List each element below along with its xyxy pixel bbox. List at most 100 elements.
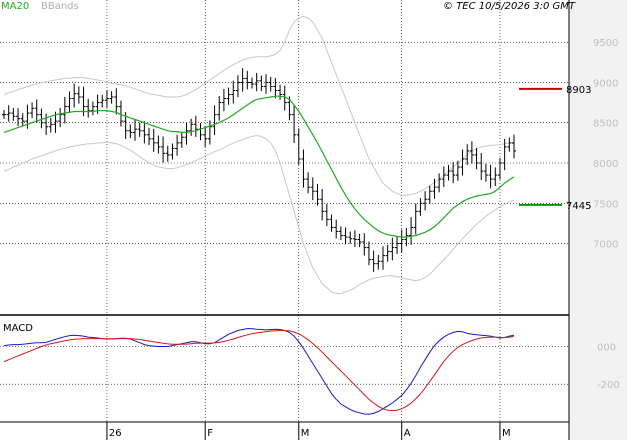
- ohlc-bar: [128, 124, 133, 139]
- ohlc-bar: [76, 86, 81, 104]
- ohlc-bar: [488, 164, 493, 189]
- ohlc-bar: [34, 99, 39, 123]
- ohlc-bar: [20, 113, 25, 127]
- ohlc-bar: [512, 134, 516, 159]
- time-tick-label: A: [404, 428, 411, 439]
- ohlc-bar: [455, 160, 460, 181]
- ohlc-bar: [161, 136, 166, 163]
- ohlc-bar: [11, 107, 16, 121]
- ohlc-bar: [493, 167, 498, 186]
- time-tick-label: 26: [109, 428, 122, 439]
- ohlc-bar: [278, 84, 283, 100]
- ohlc-bar: [2, 109, 6, 120]
- ohlc-bar: [245, 70, 250, 90]
- ohlc-bar: [348, 231, 353, 244]
- ohlc-bar: [376, 254, 381, 270]
- ohlc-bar: [282, 85, 287, 111]
- ohlc-bar: [497, 158, 502, 180]
- ohlc-bar: [432, 178, 437, 199]
- ohlc-bar: [366, 241, 371, 266]
- ohlc-bar: [268, 76, 273, 92]
- ohlc-bar: [207, 120, 212, 145]
- ohlc-bar: [231, 80, 236, 104]
- ohlc-bar: [165, 145, 170, 162]
- ohlc-bar: [352, 230, 357, 248]
- price-grid: [0, 41, 569, 244]
- ohlc-bar: [44, 113, 49, 135]
- ohlc-bar: [371, 250, 376, 272]
- macd-axis: 000 -200: [597, 343, 620, 392]
- ohlc-bar: [441, 166, 446, 187]
- ohlc-bar: [423, 191, 428, 211]
- ohlc-bar: [175, 134, 180, 156]
- ohlc-bar: [118, 100, 123, 127]
- ohlc-bar: [133, 119, 138, 141]
- price-tick-label: 8000: [593, 159, 618, 170]
- ohlc-bar: [226, 87, 231, 105]
- ohlc-bar: [329, 214, 334, 232]
- ohlc-bar: [235, 75, 240, 98]
- ohlc-bar: [58, 107, 63, 128]
- ohlc-bar: [357, 233, 362, 248]
- ohlc-bar: [100, 94, 105, 108]
- ohlc-bar: [324, 203, 329, 227]
- ohlc-bar: [362, 233, 367, 256]
- ohlc-bar: [39, 108, 44, 129]
- ma20-line: [3, 95, 515, 238]
- ohlc-bar: [48, 117, 53, 133]
- ohlc-bar: [390, 237, 395, 261]
- ohlc-bar: [72, 83, 77, 108]
- time-tick-label: F: [207, 428, 213, 439]
- ohlc-bar: [86, 98, 91, 118]
- macd-signal-line: [3, 330, 515, 412]
- ohlc-bar: [137, 122, 142, 137]
- ohlc-bar: [184, 122, 189, 145]
- bollinger-lower-line: [3, 135, 515, 294]
- ohlc-bar: [240, 68, 245, 92]
- legend-ma20: MA20: [1, 1, 29, 12]
- ohlc-bar: [147, 127, 152, 146]
- ohlc-bar: [189, 118, 194, 136]
- macd-tick-label: 000: [597, 343, 616, 354]
- price-tick-label: 7500: [593, 199, 618, 210]
- ohlc-bar: [259, 75, 264, 92]
- ohlc-bar: [170, 143, 175, 160]
- ohlc-bar: [418, 198, 423, 216]
- ohlc-bar: [409, 217, 414, 245]
- legend-bbands: BBands: [41, 1, 79, 12]
- ohlc-bar: [479, 153, 484, 181]
- copyright-text: © TEC 10/5/2026 3:0 GMT: [443, 1, 576, 12]
- price-tick-label: 9500: [593, 38, 618, 49]
- ohlc-bar: [296, 128, 301, 165]
- ohlc-bar: [451, 162, 456, 184]
- ohlc-bar: [249, 77, 254, 89]
- ohlc-bar: [334, 219, 339, 239]
- ohlc-bar: [203, 125, 208, 147]
- ohlc-bar: [385, 244, 390, 262]
- ohlc-bar: [399, 229, 404, 253]
- ohlc-bar: [67, 91, 72, 114]
- time-tick-label: M: [502, 428, 511, 439]
- ohlc-bar: [16, 108, 21, 127]
- ohlc-bar: [6, 105, 11, 122]
- ohlc-bar: [179, 131, 184, 148]
- time-tick-label: M: [301, 428, 310, 439]
- ohlc-bar: [343, 227, 348, 245]
- price-axis: 7000 7500 8000 8500 9000 9500: [593, 38, 618, 250]
- ohlc-bar: [301, 149, 306, 188]
- ohlc-bar: [460, 149, 465, 176]
- ohlc-bar: [212, 105, 217, 136]
- ohlc-bar: [338, 226, 343, 241]
- ohlc-bar: [264, 74, 269, 94]
- ohlc-bar: [413, 203, 418, 235]
- ohlc-bar: [502, 138, 507, 171]
- ohlc-bar: [114, 88, 119, 115]
- ohlc-bar: [30, 102, 35, 119]
- ohlc-bar: [254, 72, 259, 92]
- time-axis: 26 F M A M: [106, 422, 511, 440]
- axis-strip: [569, 0, 627, 440]
- ohlc-bar: [315, 184, 320, 206]
- ohlc-bar: [151, 128, 156, 152]
- ohlc-bar: [507, 137, 512, 152]
